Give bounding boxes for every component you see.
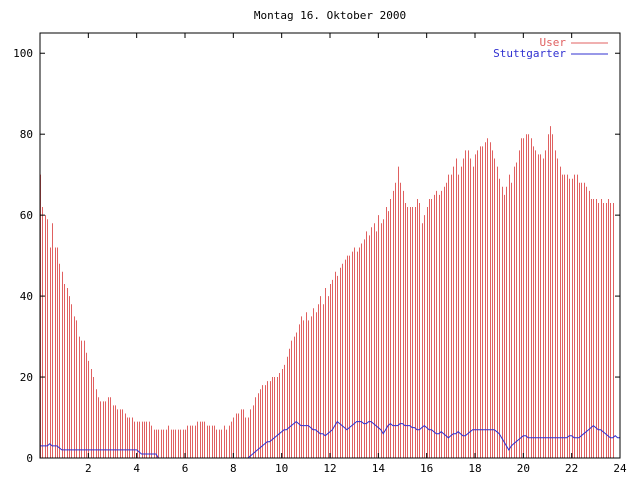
stuttgarter-series-line <box>40 420 620 459</box>
x-tick-label: 8 <box>230 462 237 475</box>
x-tick-label: 20 <box>517 462 530 475</box>
chart-title: Montag 16. Oktober 2000 <box>254 9 406 22</box>
x-axis: 2 4 6 8 10 12 14 16 18 20 22 24 <box>85 33 627 475</box>
x-tick-label: 2 <box>85 462 92 475</box>
x-tick-label: 16 <box>420 462 433 475</box>
y-tick-label: 80 <box>20 128 33 141</box>
x-tick-label: 14 <box>372 462 386 475</box>
y-tick-label: 60 <box>20 209 33 222</box>
y-tick-label: 0 <box>26 452 33 465</box>
y-tick-label: 20 <box>20 371 33 384</box>
x-tick-label: 24 <box>613 462 627 475</box>
y-tick-label: 100 <box>13 47 33 60</box>
x-tick-label: 12 <box>323 462 336 475</box>
y-tick-label: 40 <box>20 290 33 303</box>
legend-user-label: User <box>540 36 567 49</box>
legend-stuttgarter-label: Stuttgarter <box>493 47 566 60</box>
legend: User Stuttgarter <box>493 36 608 60</box>
x-tick-label: 10 <box>275 462 288 475</box>
x-tick-label: 6 <box>182 462 189 475</box>
x-tick-label: 22 <box>565 462 578 475</box>
x-tick-label: 18 <box>468 462 481 475</box>
user-series-bars <box>40 126 614 458</box>
y-axis: 0 20 40 60 80 100 <box>13 47 620 465</box>
x-tick-label: 4 <box>133 462 140 475</box>
